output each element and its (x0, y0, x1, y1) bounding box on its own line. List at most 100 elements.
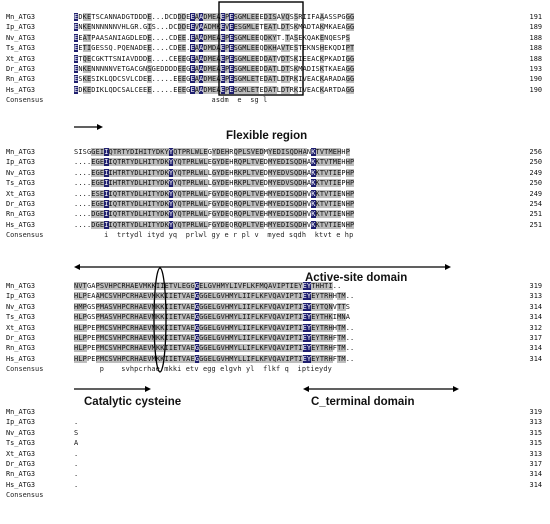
sequence-name: Nv_ATG3 (6, 428, 36, 437)
consensus-sequence: p svhpcrhae mkki etv egg elgvh yl flkf q… (74, 365, 332, 374)
sequence-name: Nv_ATG3 (6, 33, 36, 42)
consensus-label: Consensus (6, 491, 44, 500)
sequence-residues: ETQECGKTTSNIAVDDDE....CEEEGEAADMEAEPESGM… (74, 54, 355, 63)
sequence-name: Dr_ATG3 (6, 333, 36, 342)
sequence-residues: HLPEAAMCSVHPCRHAEVMKKIIETVAEGGGELGVHMYLI… (74, 292, 355, 301)
sequence-residues: ESKESIKLQDCSVLCDEE.....EEEGEAADMEAEPESGM… (74, 75, 355, 84)
sequence-name: Rn_ATG3 (6, 75, 36, 84)
sequence-residues: ....DGEIIQTRTYDLHITYDKYYQTPRLWLFGYDEQRQP… (74, 220, 355, 229)
sequence-residues: A (74, 439, 79, 448)
sequence-end-position: 313 (529, 418, 542, 427)
active-site-label: Active-site domain (305, 272, 408, 284)
catalytic-cysteine-label: Catalytic cysteine (84, 396, 182, 408)
sequence-name: Rn_ATG3 (6, 210, 36, 219)
consensus-label: Consensus (6, 96, 44, 105)
sequence-name: Xt_ATG3 (6, 54, 36, 63)
sequence-name: Ts_ATG3 (6, 439, 36, 448)
sequence-name: Ip_ATG3 (6, 292, 36, 301)
sequence-residues: S (74, 428, 79, 437)
sequence-end-position: 191 (529, 13, 542, 21)
sequence-end-position: 314 (529, 313, 542, 322)
sequence-name: Ip_ATG3 (6, 418, 36, 427)
sequence-residues: EDKEDIKLQDCSALCEEE.....EEEGEAADMEAEPESGM… (74, 85, 355, 94)
sequence-name: Ts_ATG3 (6, 44, 36, 53)
sequence-end-position: 188 (529, 33, 542, 42)
active-site-arrowhead-left (74, 264, 80, 270)
sequence-end-position: 317 (529, 333, 542, 342)
sequence-name: Xt_ATG3 (6, 323, 36, 332)
sequence-end-position: 315 (529, 439, 542, 448)
sequence-residues: ....DGEIIQTRTYDLHITYDKYYQTPRLWLFGYDEQRQP… (74, 210, 355, 219)
sequence-name: Nv_ATG3 (6, 168, 36, 177)
sequence-residues: HMPGSPMASVHPCRHAEVMKKIIETVAEGGGELGVHMYLI… (74, 302, 350, 311)
sequence-residues: HLPPEPMCSVHPCRHAEVMKKIIETVAEGGGELGVHMYLL… (74, 354, 355, 363)
sequence-residues: . (74, 470, 79, 479)
sequence-residues: HLPPEPMCSVHPCRHAEVMKKIIETVAEGGGELGVHMYLL… (74, 344, 355, 353)
sequence-residues: . (74, 459, 79, 468)
sequence-end-position: 254 (529, 199, 542, 208)
consensus-label: Consensus (6, 365, 44, 374)
catalytic-cysteine-ellipse (153, 267, 167, 373)
sequence-name: Hs_ATG3 (6, 85, 36, 94)
sequence-residues: EEATPAASANIAGDLEDE....CDEE.EAADMEAEPESGM… (74, 33, 350, 42)
sequence-residues: ....EGEIIQTRTYDLHITYDKYYQTPRLWLFGYDEQRQP… (74, 199, 355, 208)
sequence-end-position: 313 (529, 292, 542, 301)
sequence-end-position: 319 (529, 282, 542, 290)
sequence-end-position: 249 (529, 168, 542, 177)
sequence-end-position: 313 (529, 449, 542, 458)
sequence-residues: HLPPEPMCSVHPCRHAEVMKKIIETVAEGGGELGVHMYLI… (74, 333, 355, 342)
sequence-end-position: 314 (529, 480, 542, 489)
sequence-end-position: 314 (529, 302, 542, 311)
sequence-residues: ....EGEIIQTRTYDLHITYDKYYQTPRLWLEGYDEHRQP… (74, 158, 355, 167)
sequence-residues: ....EGEIIHTRTYDLHITYDKYYQTPRLWLLGYDEHRKP… (74, 179, 355, 188)
sequence-name: Xt_ATG3 (6, 449, 36, 458)
sequence-end-position: 312 (529, 323, 542, 332)
sequence-name: Ts_ATG3 (6, 179, 36, 188)
sequence-name: Xt_ATG3 (6, 189, 36, 198)
sequence-name: Mn_ATG3 (6, 408, 36, 416)
sequence-name: Ts_ATG3 (6, 313, 36, 322)
sequence-end-position: 188 (529, 54, 542, 63)
sequence-residues: NVTGAPSVHPCRHAEVMKKIIETVLEGGGELGVHMYLIVF… (74, 282, 342, 290)
sequence-name: Hs_ATG3 (6, 220, 36, 229)
sequence-name: Rn_ATG3 (6, 470, 36, 479)
sequence-end-position: 251 (529, 210, 542, 219)
sequence-name: Hs_ATG3 (6, 480, 36, 489)
sequence-residues: . (74, 418, 79, 427)
sequence-name: Hs_ATG3 (6, 354, 36, 363)
sequence-residues: . (74, 480, 79, 489)
sequence-residues: ....ESEIIQTRTYDLHITYDKYYQTPRLWLFGYDEQRQP… (74, 189, 355, 198)
block1-start-arrowhead (97, 124, 103, 130)
sequence-end-position: 319 (529, 408, 542, 416)
sequence-name: Dr_ATG3 (6, 64, 36, 73)
sequence-end-position: 251 (529, 220, 542, 229)
c-terminal-arrowhead-right (453, 386, 459, 392)
sequence-name: Ip_ATG3 (6, 158, 36, 167)
sequence-residues: HLPPEPMCSVHPCRHAEVMKKIIETVAEGGGELGVHMYLI… (74, 323, 355, 332)
sequence-residues: EETIGESSQ.PQENADEE....CDEE.EAADMDAEPESGM… (74, 44, 355, 53)
consensus-label: Consensus (6, 231, 44, 240)
sequence-residues: EDKETSCANNADGTDDDE...DCDDDEEAADMEAEPESGM… (74, 13, 355, 21)
sequence-end-position: 314 (529, 344, 542, 353)
sequence-residues: ENKENNNNNNVHLGR.GIS...DCDDEEVAADMKEVEESG… (74, 23, 355, 32)
c-terminal-arrowhead-left (303, 386, 309, 392)
consensus-sequence: asdm e sg l (74, 96, 268, 105)
sequence-end-position: 250 (529, 158, 542, 167)
sequence-end-position: 190 (529, 75, 542, 84)
sequence-name: Ip_ATG3 (6, 23, 36, 32)
sequence-name: Dr_ATG3 (6, 199, 36, 208)
sequence-end-position: 193 (529, 64, 542, 73)
sequence-name: Mn_ATG3 (6, 282, 36, 290)
sequence-residues: ....EGEIIHTRTYDLHITYDKYYQTPRLWLLGYDEHRKP… (74, 168, 355, 177)
sequence-end-position: 315 (529, 428, 542, 437)
sequence-residues: . (74, 449, 79, 458)
catalytic-cysteine-arrowhead (145, 386, 151, 392)
c-terminal-label: C_terminal domain (311, 396, 415, 408)
sequence-name: Mn_ATG3 (6, 13, 36, 21)
sequence-residues: SISGGEIIQTRTYDIHITYDKYYQTPRLWLEGYDEHRQPL… (74, 148, 350, 156)
sequence-end-position: 314 (529, 354, 542, 363)
sequence-end-position: 189 (529, 23, 542, 32)
sequence-name: Mn_ATG3 (6, 148, 36, 156)
